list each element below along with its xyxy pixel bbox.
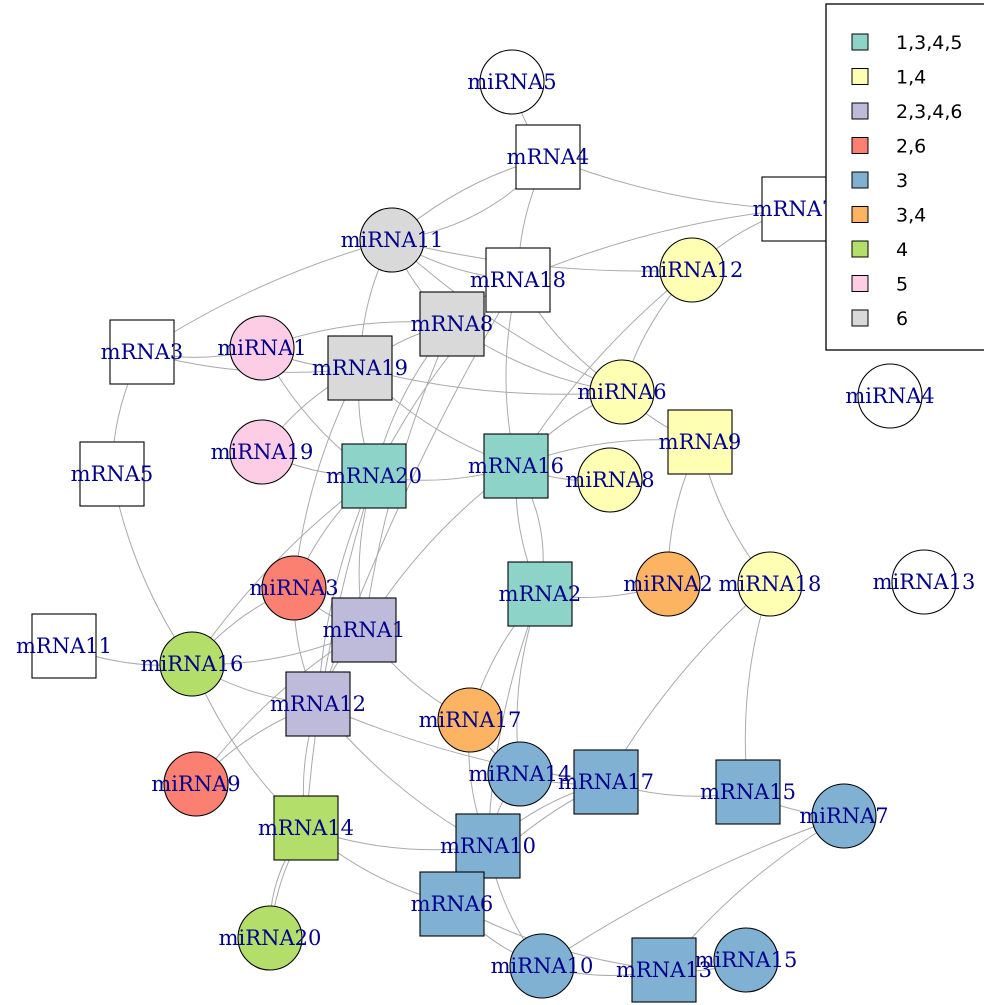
- node-label-mRNA9: mRNA9: [659, 430, 742, 454]
- node-label-mRNA20: mRNA20: [326, 464, 422, 488]
- node-label-mRNA10: mRNA10: [440, 834, 536, 858]
- node-layer: [32, 50, 956, 1002]
- legend-swatch: [852, 172, 868, 188]
- node-label-mRNA16: mRNA16: [468, 454, 564, 478]
- legend: 1,3,4,5 1,4 2,3,4,6 2,6 3 3,4 4 5 6: [826, 4, 984, 350]
- node-label-mRNA6: mRNA6: [411, 892, 494, 916]
- node-label-miRNA5: miRNA5: [467, 70, 556, 94]
- node-label-mRNA7: mRNA7: [753, 197, 836, 221]
- node-label-mRNA17: mRNA17: [558, 770, 654, 794]
- node-label-mRNA1: mRNA1: [323, 618, 406, 642]
- node-label-miRNA19: miRNA19: [211, 440, 314, 464]
- node-label-miRNA16: miRNA16: [141, 652, 244, 676]
- legend-label: 3,4: [896, 205, 926, 227]
- node-label-mRNA19: mRNA19: [312, 356, 408, 380]
- legend-label: 1,3,4,5: [896, 32, 962, 54]
- legend-label: 6: [896, 308, 908, 330]
- node-label-miRNA2: miRNA2: [623, 572, 712, 596]
- node-label-miRNA7: miRNA7: [799, 804, 888, 828]
- legend-swatch: [852, 34, 868, 50]
- node-label-miRNA15: miRNA15: [695, 948, 798, 972]
- node-label-miRNA20: miRNA20: [219, 926, 322, 950]
- node-label-miRNA13: miRNA13: [873, 570, 976, 594]
- node-label-miRNA12: miRNA12: [641, 258, 744, 282]
- legend-label: 1,4: [896, 67, 926, 89]
- node-label-mRNA5: mRNA5: [71, 462, 154, 486]
- legend-label: 4: [896, 239, 908, 261]
- legend-label: 3: [896, 170, 908, 192]
- node-label-mRNA18: mRNA18: [470, 268, 566, 292]
- node-label-miRNA4: miRNA4: [845, 384, 934, 408]
- node-label-mRNA4: mRNA4: [507, 145, 590, 169]
- node-label-mRNA2: mRNA2: [499, 582, 582, 606]
- legend-label: 2,3,4,6: [896, 101, 962, 123]
- legend-swatch: [852, 207, 868, 223]
- node-label-mRNA14: mRNA14: [258, 816, 354, 840]
- legend-swatch: [852, 69, 868, 85]
- node-label-mRNA15: mRNA15: [700, 780, 796, 804]
- node-label-miRNA11: miRNA11: [341, 228, 444, 252]
- node-label-mRNA8: mRNA8: [411, 312, 494, 336]
- node-label-miRNA10: miRNA10: [491, 954, 594, 978]
- legend-label: 2,6: [896, 136, 926, 158]
- node-label-miRNA3: miRNA3: [249, 576, 338, 600]
- node-label-miRNA14: miRNA14: [469, 762, 572, 786]
- legend-swatch: [852, 276, 868, 292]
- node-label-miRNA18: miRNA18: [719, 572, 822, 596]
- legend-label: 5: [896, 274, 908, 296]
- node-label-miRNA9: miRNA9: [151, 772, 240, 796]
- legend-swatch: [852, 310, 868, 326]
- node-label-miRNA6: miRNA6: [577, 380, 666, 404]
- node-label-mRNA12: mRNA12: [270, 692, 366, 716]
- legend-swatch: [852, 103, 868, 119]
- node-label-miRNA1: miRNA1: [217, 336, 306, 360]
- legend-swatch: [852, 241, 868, 257]
- node-label-miRNA17: miRNA17: [419, 708, 522, 732]
- legend-swatch: [852, 138, 868, 154]
- node-label-mRNA11: mRNA11: [16, 634, 112, 658]
- node-label-mRNA3: mRNA3: [101, 340, 184, 364]
- node-label-miRNA8: miRNA8: [565, 468, 654, 492]
